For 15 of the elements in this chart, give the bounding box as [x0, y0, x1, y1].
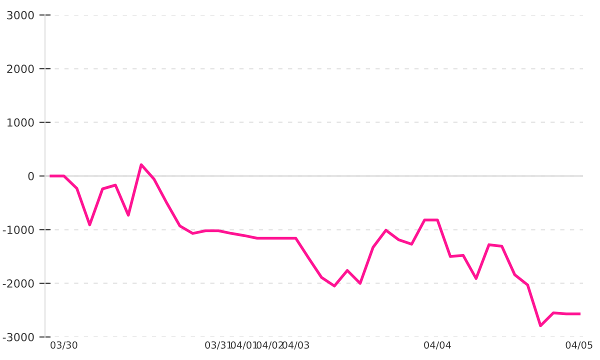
y-tick-label: -1000	[2, 226, 34, 234]
x-tick-label: 04/04	[424, 341, 451, 350]
x-tick-label: 04/01	[230, 341, 258, 350]
x-tick-label: 04/02	[256, 341, 284, 350]
line-series	[50, 163, 581, 328]
x-tick-label: 04/03	[282, 341, 310, 350]
y-tick-label: 1000	[8, 118, 34, 127]
x-tick-label: 03/30	[50, 341, 78, 350]
y-tick-label: -3000	[2, 332, 34, 342]
x-tick-label: 03/31	[205, 341, 232, 350]
y-tick-label: 3000	[7, 10, 34, 20]
y-tick-label: 0	[28, 172, 34, 180]
y-tick-label: 2000	[7, 64, 34, 74]
y-tick-label: -2000	[2, 279, 34, 288]
x-tick-label: 04/05	[566, 341, 592, 350]
